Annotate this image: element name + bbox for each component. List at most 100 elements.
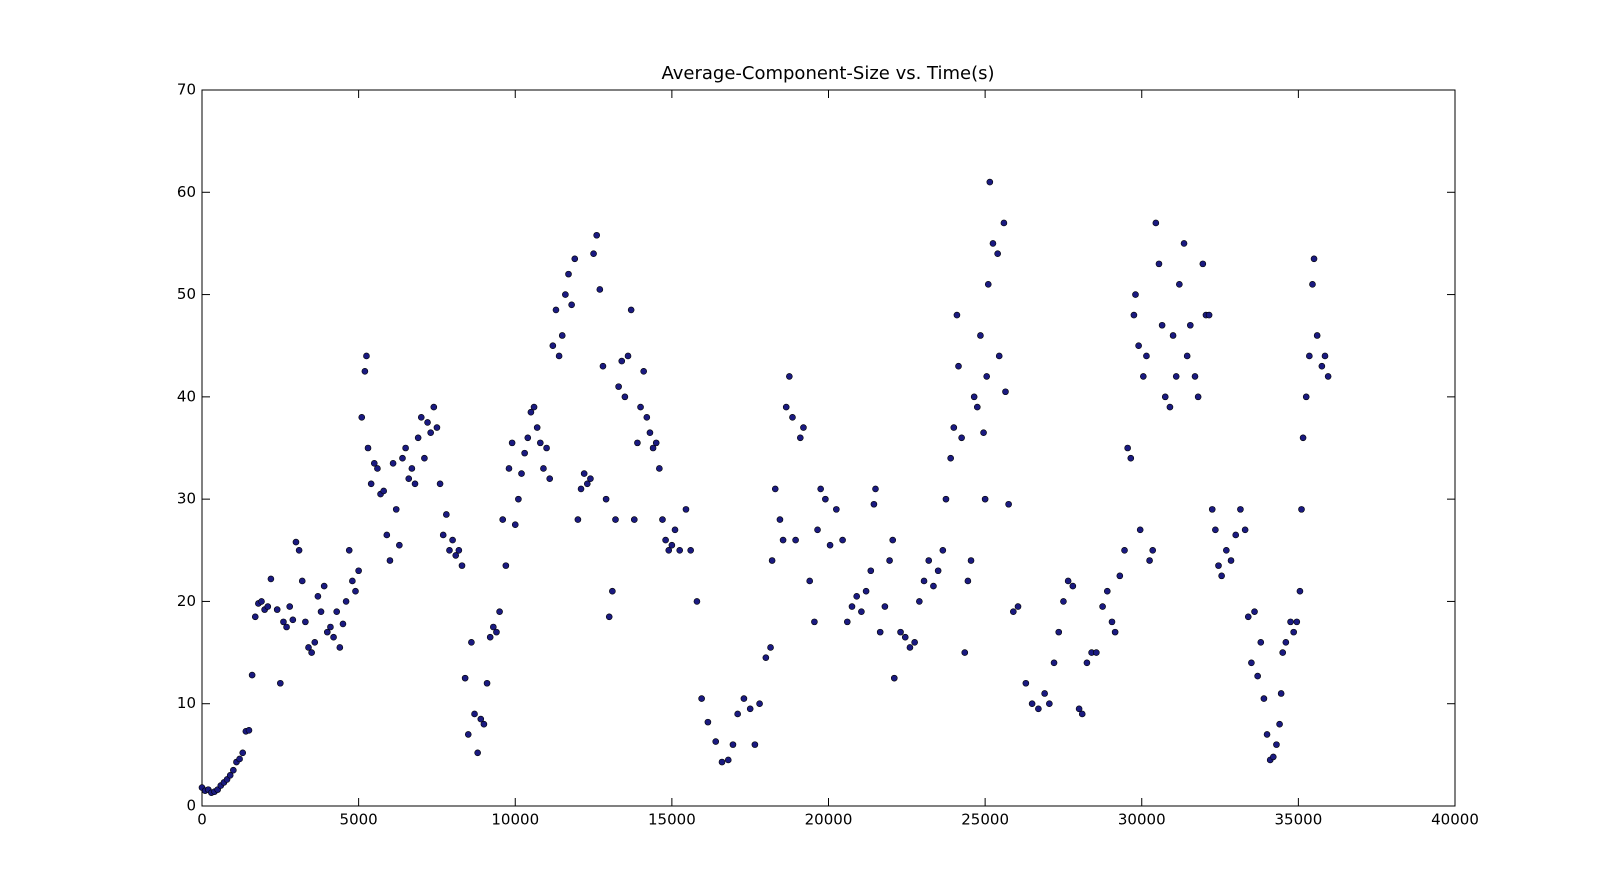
point [1130, 311, 1138, 319]
point [336, 644, 344, 651]
point [540, 465, 547, 472]
point [817, 485, 824, 493]
point [1124, 444, 1131, 452]
point [1103, 587, 1111, 595]
point [704, 718, 712, 726]
point [555, 352, 563, 360]
point [305, 644, 312, 651]
point [1276, 720, 1283, 728]
point [317, 608, 325, 615]
point [1169, 332, 1177, 339]
point [1083, 659, 1091, 667]
point [1263, 731, 1271, 738]
point [449, 536, 456, 544]
point [1180, 240, 1188, 247]
point [251, 613, 259, 621]
point [634, 439, 641, 447]
y-tick-label: 50 [177, 285, 196, 303]
point [649, 444, 657, 452]
point [358, 414, 366, 421]
point [916, 598, 923, 605]
point [734, 710, 741, 718]
point [339, 620, 347, 628]
point [687, 546, 694, 554]
point [886, 557, 893, 564]
point [490, 623, 497, 631]
y-tick-label: 70 [177, 81, 196, 99]
point [427, 429, 434, 436]
point [1143, 352, 1150, 360]
point [779, 536, 787, 544]
point [1161, 393, 1169, 401]
point [1199, 260, 1207, 268]
point [627, 306, 635, 314]
point [273, 606, 281, 613]
point [1055, 628, 1063, 636]
point [593, 231, 600, 239]
point [480, 720, 488, 728]
point [443, 511, 450, 518]
point [364, 444, 372, 452]
point [505, 465, 513, 472]
point [833, 506, 840, 513]
point [583, 480, 591, 488]
point [521, 449, 528, 457]
point [1041, 690, 1048, 697]
point [408, 465, 416, 472]
point [1060, 598, 1067, 605]
point [461, 674, 469, 682]
point [226, 772, 234, 779]
point [483, 679, 491, 687]
point [890, 674, 898, 682]
point [762, 654, 770, 661]
point [370, 460, 378, 467]
point [1050, 659, 1058, 667]
point [1205, 311, 1213, 319]
point [609, 587, 616, 595]
point [939, 546, 947, 554]
point [311, 639, 319, 646]
point [1218, 572, 1225, 580]
point [446, 546, 453, 554]
point [1172, 373, 1180, 380]
point [1010, 608, 1017, 615]
point [1166, 403, 1174, 411]
point [433, 424, 441, 431]
point [1227, 557, 1235, 564]
point [1324, 373, 1332, 380]
point [995, 352, 1003, 360]
point [286, 603, 294, 610]
point [1149, 546, 1157, 554]
point [549, 342, 557, 350]
point [1176, 281, 1183, 288]
point [1111, 628, 1119, 636]
point [1254, 672, 1261, 680]
point [411, 480, 419, 488]
point [776, 516, 784, 523]
point [320, 582, 328, 590]
point [298, 577, 306, 585]
point [1078, 710, 1086, 718]
x-tick-label: 40000 [1431, 811, 1479, 829]
point [571, 255, 579, 263]
point [530, 403, 538, 411]
point [643, 414, 651, 421]
point [624, 352, 632, 360]
point [984, 281, 992, 288]
point [1302, 393, 1310, 401]
y-tick-label: 60 [177, 183, 196, 201]
point [1290, 628, 1297, 636]
point [380, 487, 387, 495]
point [1000, 219, 1008, 227]
point [496, 608, 503, 615]
point [314, 593, 322, 600]
point [1282, 639, 1290, 646]
point [527, 408, 535, 416]
point [1194, 393, 1202, 401]
point [580, 470, 588, 477]
point [1136, 526, 1144, 534]
point [637, 403, 644, 411]
point [417, 414, 425, 421]
point [1212, 526, 1219, 534]
point [1287, 618, 1294, 626]
